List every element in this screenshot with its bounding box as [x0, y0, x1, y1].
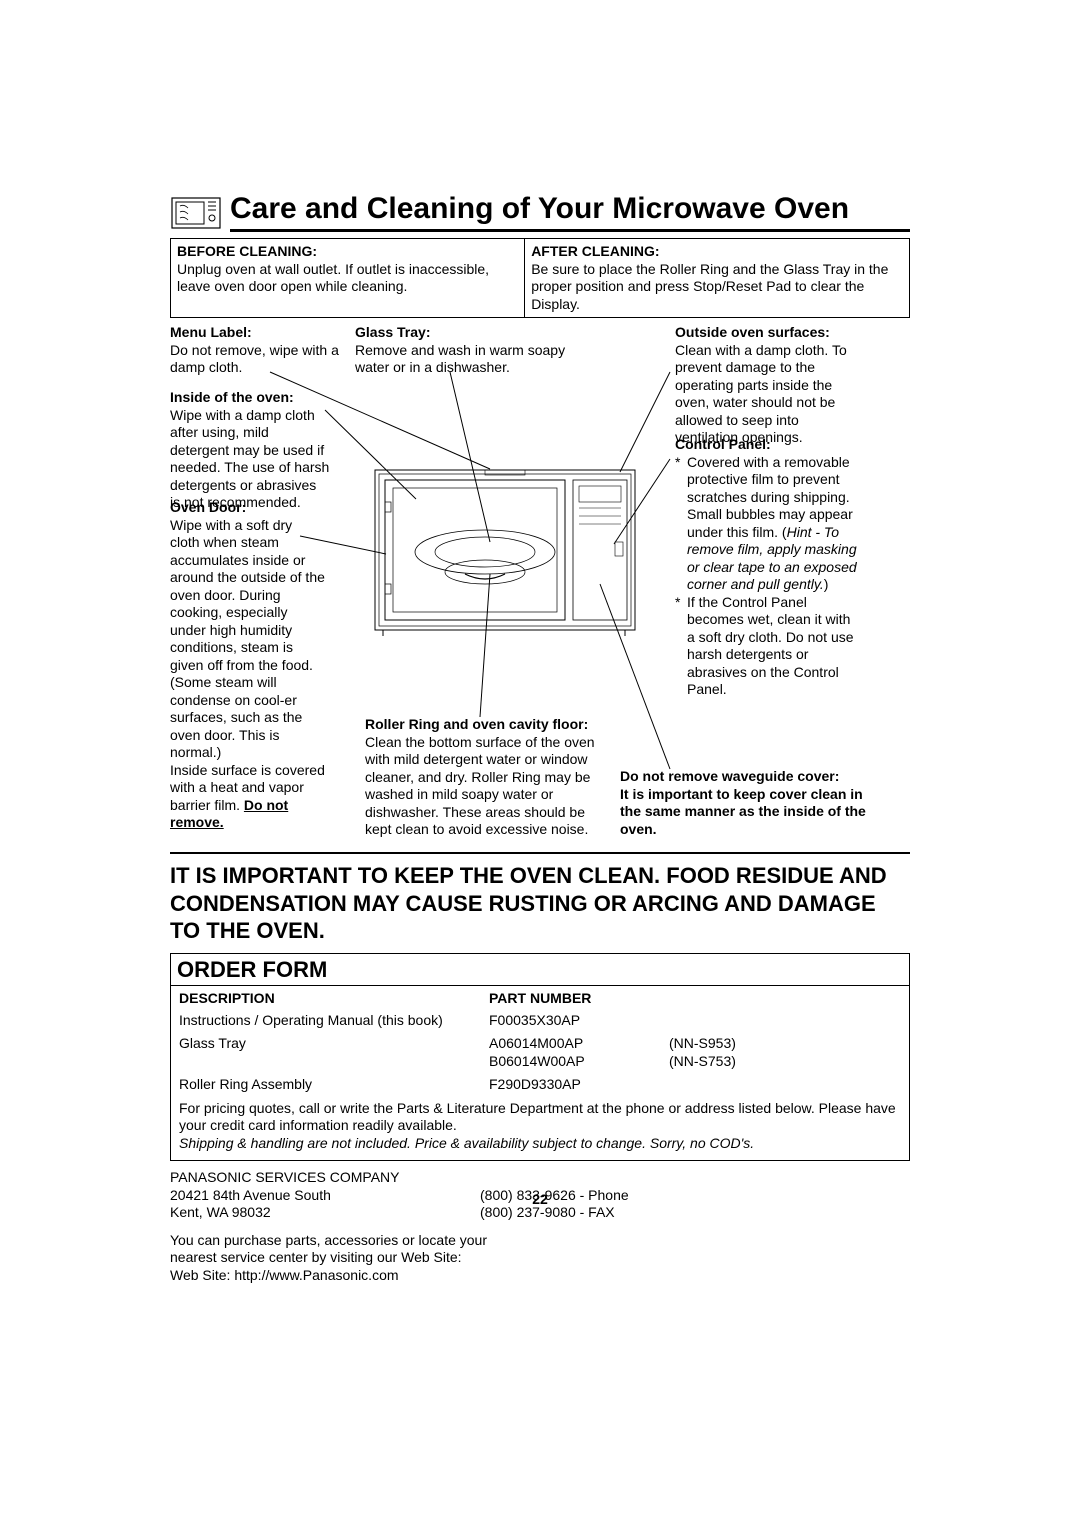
after-cleaning-box: AFTER CLEANING: Be sure to place the Rol…: [525, 238, 910, 318]
after-cleaning-text: Be sure to place the Roller Ring and the…: [531, 261, 888, 312]
order-note-2: Shipping & handling are not included. Pr…: [179, 1135, 901, 1153]
web-info-2: Web Site: http://www.Panasonic.com: [170, 1267, 910, 1285]
oven-door-text-1: Wipe with a soft dry cloth when steam ac…: [170, 517, 325, 761]
order-note-1: For pricing quotes, call or write the Pa…: [179, 1100, 901, 1135]
item-model: [669, 1076, 901, 1094]
microwave-diagram: [365, 454, 645, 654]
title-row: Care and Cleaning of Your Microwave Oven: [170, 190, 910, 232]
top-instruction-boxes: BEFORE CLEANING: Unplug oven at wall out…: [170, 238, 910, 318]
menu-label-callout: Menu Label: Do not remove, wipe with a d…: [170, 324, 345, 377]
order-header-row: DESCRIPTION PART NUMBER: [179, 990, 901, 1008]
table-row: Instructions / Operating Manual (this bo…: [179, 1012, 901, 1030]
waveguide-heading: Do not remove waveguide cover:: [620, 768, 839, 784]
bullet-asterisk: *: [675, 594, 687, 699]
roller-ring-callout: Roller Ring and oven cavity floor: Clean…: [365, 716, 615, 839]
order-form-title: ORDER FORM: [170, 953, 910, 986]
description-header: DESCRIPTION: [179, 990, 489, 1008]
microwave-icon: [170, 190, 222, 232]
glass-tray-text: Remove and wash in warm soapy water or i…: [355, 342, 565, 376]
item-model: [669, 1012, 901, 1030]
glass-tray-heading: Glass Tray:: [355, 324, 431, 340]
important-notice: IT IS IMPORTANT TO KEEP THE OVEN CLEAN. …: [170, 862, 910, 945]
control-panel-text-2: If the Control Panel becomes wet, clean …: [687, 594, 860, 699]
waveguide-text: It is important to keep cover clean in t…: [620, 786, 866, 837]
web-info-1: You can purchase parts, accessories or l…: [170, 1232, 520, 1267]
item-model: (NN-S953) (NN-S753): [669, 1035, 901, 1070]
oven-door-callout: Oven Door: Wipe with a soft dry cloth wh…: [170, 499, 325, 832]
outside-surfaces-text: Clean with a damp cloth. To prevent dama…: [675, 342, 847, 446]
before-cleaning-box: BEFORE CLEANING: Unplug oven at wall out…: [170, 238, 525, 318]
page-title: Care and Cleaning of Your Microwave Oven: [230, 190, 910, 232]
item-part-number: F290D9330AP: [489, 1076, 669, 1094]
diagram-area: Menu Label: Do not remove, wipe with a d…: [170, 324, 910, 854]
waveguide-callout: Do not remove waveguide cover: It is imp…: [620, 768, 870, 838]
inside-oven-heading: Inside of the oven:: [170, 389, 294, 405]
control-panel-callout: Control Panel: * Covered with a removabl…: [675, 436, 860, 699]
outside-surfaces-callout: Outside oven surfaces: Clean with a damp…: [675, 324, 855, 447]
page-number: 22: [0, 1191, 1080, 1209]
item-part-number: A06014M00AP B06014W00AP: [489, 1035, 669, 1070]
table-row: Roller Ring Assembly F290D9330AP: [179, 1076, 901, 1094]
part-number-header: PART NUMBER: [489, 990, 669, 1008]
menu-label-text: Do not remove, wipe with a damp cloth.: [170, 342, 339, 376]
after-cleaning-heading: AFTER CLEANING:: [531, 243, 659, 259]
item-part-number: F00035X30AP: [489, 1012, 669, 1030]
item-description: Glass Tray: [179, 1035, 489, 1070]
control-panel-heading: Control Panel:: [675, 436, 771, 452]
order-form-box: DESCRIPTION PART NUMBER Instructions / O…: [170, 985, 910, 1161]
item-description: Instructions / Operating Manual (this bo…: [179, 1012, 489, 1030]
inside-oven-text: Wipe with a damp cloth after using, mild…: [170, 407, 329, 511]
glass-tray-callout: Glass Tray: Remove and wash in warm soap…: [355, 324, 585, 377]
control-panel-text-1c: ): [824, 576, 829, 592]
table-row: Glass Tray A06014M00AP B06014W00AP (NN-S…: [179, 1035, 901, 1070]
company-name: PANASONIC SERVICES COMPANY: [170, 1169, 910, 1187]
roller-ring-text: Clean the bottom surface of the oven wit…: [365, 734, 595, 838]
roller-ring-heading: Roller Ring and oven cavity floor:: [365, 716, 588, 732]
outside-surfaces-heading: Outside oven surfaces:: [675, 324, 830, 340]
inside-oven-callout: Inside of the oven: Wipe with a damp clo…: [170, 389, 330, 512]
bullet-asterisk: *: [675, 454, 687, 594]
before-cleaning-heading: BEFORE CLEANING:: [177, 243, 317, 259]
oven-door-heading: Oven Door:: [170, 499, 246, 515]
before-cleaning-text: Unplug oven at wall outlet. If outlet is…: [177, 261, 489, 295]
menu-label-heading: Menu Label:: [170, 324, 252, 340]
item-description: Roller Ring Assembly: [179, 1076, 489, 1094]
